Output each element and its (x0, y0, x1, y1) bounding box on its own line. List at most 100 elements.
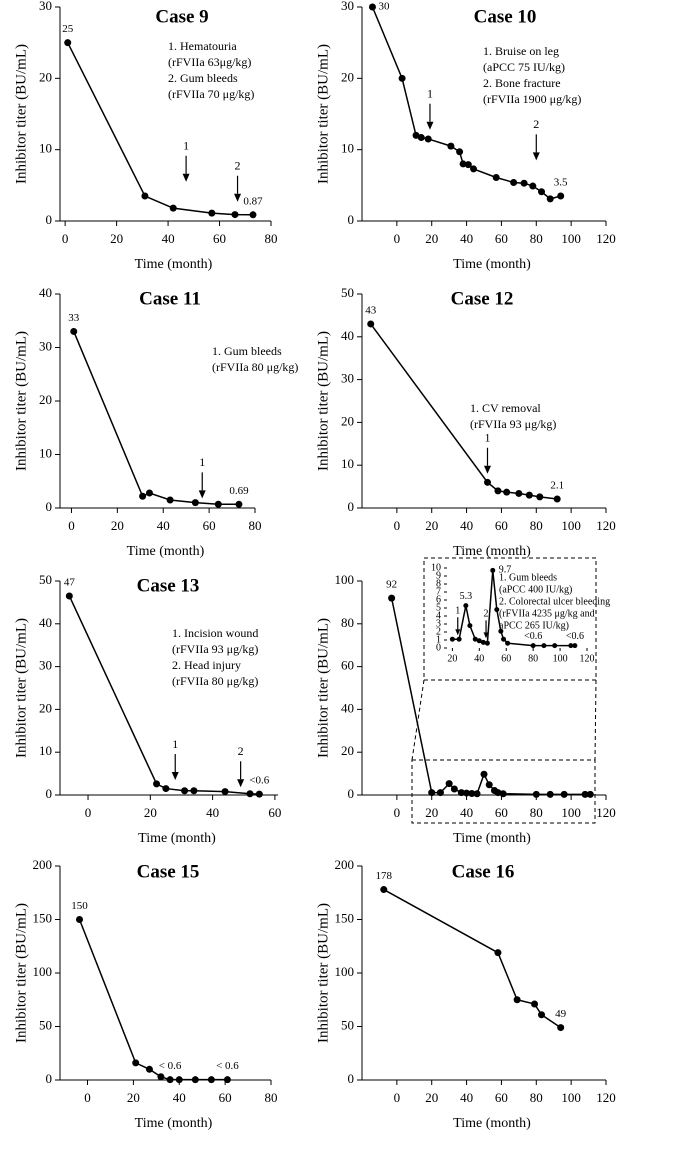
y-axis-label: Inhibitor titer (BU/mL) (13, 618, 29, 758)
data-point (494, 607, 500, 613)
data-point (494, 789, 502, 797)
x-axis-label: Time (month) (453, 544, 531, 559)
arrow-head (426, 121, 434, 130)
data-label: <0.6 (249, 775, 269, 787)
data-point (557, 192, 565, 200)
x-tick-label: 60 (203, 518, 216, 533)
annotation: (rFVIIa 80 μg/kg) (172, 674, 258, 688)
y-tick-label: 0 (46, 1071, 53, 1086)
chart-title: Case 13 (137, 575, 200, 596)
chart-title: Case 11 (139, 288, 201, 309)
y-tick-label: 10 (39, 141, 52, 156)
data-point (169, 204, 177, 212)
data-point (494, 487, 502, 495)
y-tick-label: 150 (33, 910, 53, 925)
data-label: 30 (378, 1, 390, 13)
data-label: 0.87 (243, 195, 263, 207)
x-tick-label: 80 (530, 805, 543, 820)
x-tick-label: 80 (530, 518, 543, 533)
data-label: 2.1 (550, 480, 564, 492)
data-point (65, 592, 73, 600)
y-tick-label: 9 (436, 570, 441, 581)
arrow-label: 2 (235, 158, 241, 172)
y-tick-label: 8 (436, 578, 441, 589)
x-tick-label: 80 (528, 653, 538, 664)
y-tick-label: 100 (335, 572, 355, 587)
data-label: 5.3 (460, 591, 473, 602)
annotation: (aPCC 75 IU/kg) (483, 60, 565, 74)
x-axis-label: Time (month) (453, 1116, 531, 1131)
arrow-label: 1 (199, 455, 205, 469)
y-tick-label: 150 (335, 910, 355, 925)
data-point (367, 320, 375, 328)
arrow-label: 1 (172, 737, 178, 751)
y-tick-label: 80 (341, 615, 354, 630)
x-tick-label: 0 (62, 231, 69, 246)
data-point (546, 195, 554, 203)
data-line (78, 919, 228, 1081)
x-axis-label: Time (month) (135, 1116, 213, 1131)
y-tick-label: 10 (341, 141, 354, 156)
x-axis-label: Time (month) (138, 831, 216, 846)
data-label: 3.5 (554, 177, 568, 189)
x-tick-label: 80 (265, 231, 278, 246)
data-point (75, 916, 83, 923)
data-point (153, 780, 161, 788)
data-point (470, 165, 478, 173)
data-label: 43 (365, 304, 377, 316)
data-label: 33 (68, 312, 80, 324)
y-tick-label: 0 (46, 786, 53, 801)
data-point (581, 790, 589, 798)
data-point (510, 178, 518, 186)
data-point (501, 636, 507, 642)
data-point (139, 492, 147, 500)
y-tick-label: 20 (39, 392, 52, 407)
zoom-region (411, 759, 596, 824)
y-tick-label: 5 (436, 602, 441, 613)
y-tick-label: 20 (39, 69, 52, 84)
data-point (368, 3, 376, 11)
x-tick-label: 120 (580, 653, 595, 664)
data-label: <0.6 (566, 631, 584, 642)
chart-title: Case 10 (474, 6, 537, 27)
x-tick-label: 0 (394, 518, 401, 533)
y-tick-label: 50 (39, 1017, 52, 1032)
y-tick-label: 0 (348, 1071, 355, 1086)
data-label: <0.6 (524, 631, 542, 642)
x-tick-label: 60 (495, 805, 508, 820)
x-tick-label: 40 (206, 805, 219, 820)
data-point (231, 211, 239, 219)
x-tick-label: 20 (425, 518, 438, 533)
data-point (456, 636, 462, 642)
data-point (463, 603, 469, 609)
y-tick-label: 4 (436, 610, 441, 621)
zoom-connector (594, 679, 597, 761)
y-tick-label: 0 (436, 642, 441, 653)
data-point (490, 567, 496, 573)
x-tick-label: 0 (68, 518, 75, 533)
y-tick-label: 0 (348, 499, 355, 514)
y-tick-label: 7 (436, 586, 441, 597)
x-tick-label: 80 (249, 518, 262, 533)
data-point (536, 493, 544, 501)
y-tick-label: 0 (348, 786, 355, 801)
data-label: 49 (555, 1008, 567, 1020)
data-label: 47 (64, 577, 76, 589)
x-tick-label: 100 (561, 231, 581, 246)
chart-title: Case 12 (451, 288, 514, 309)
data-point (191, 1076, 199, 1084)
x-tick-label: 40 (460, 1090, 473, 1105)
x-tick-label: 20 (111, 518, 124, 533)
data-point (531, 1000, 539, 1008)
data-point (450, 785, 458, 793)
data-point (132, 1059, 140, 1067)
data-point (513, 996, 521, 1004)
y-axis-label: Inhibitor titer (BU/mL) (13, 331, 29, 471)
data-point (560, 790, 568, 798)
data-point (70, 327, 78, 335)
data-point (467, 623, 473, 629)
zoom-frame (411, 557, 597, 824)
x-axis-label: Time (month) (135, 257, 213, 272)
x-tick-label: 100 (561, 1090, 581, 1105)
